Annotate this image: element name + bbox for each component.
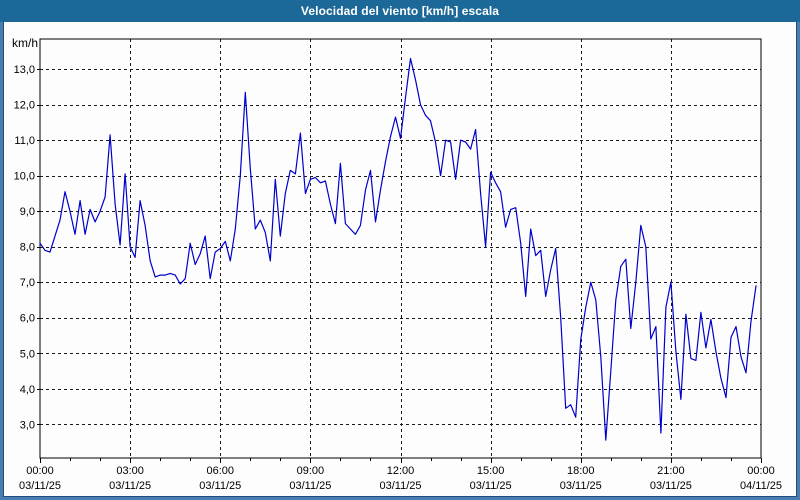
- x-tick-date-label: 04/11/25: [740, 480, 782, 492]
- x-tick-time-label: 06:00: [206, 465, 234, 477]
- y-tick-label: 8,0: [20, 242, 35, 254]
- x-tick-date-label: 03/11/25: [650, 480, 692, 492]
- y-tick-label: 13,0: [14, 64, 35, 76]
- window-title: Velocidad del viento [km/h] escala: [300, 4, 500, 18]
- x-tick-time-label: 09:00: [297, 465, 325, 477]
- y-tick-label: 3,0: [20, 419, 35, 431]
- x-tick-time-label: 18:00: [567, 465, 595, 477]
- x-tick-date-label: 03/11/25: [109, 480, 151, 492]
- x-tick-date-label: 03/11/25: [289, 480, 331, 492]
- chart-canvas: 3,0 4,0 5,0 6,0 7,0 8,0 9,0 10,0 11,0 12,0 13,0 00:…: [12, 36, 782, 492]
- x-tick-date-label: 03/11/25: [199, 480, 241, 492]
- y-tick-label: 9,0: [20, 206, 35, 218]
- y-tick-label: 11,0: [14, 135, 35, 147]
- x-tick-date-label: 03/11/25: [560, 480, 602, 492]
- x-tick-time-label: 15:00: [477, 465, 505, 477]
- y-tick-label: 7,0: [20, 277, 35, 289]
- y-tick-label: 4,0: [20, 384, 35, 396]
- x-tick-date-label: 03/11/25: [470, 480, 512, 492]
- x-tick-time-label: 00:00: [747, 465, 775, 477]
- y-tick-label: 10,0: [14, 171, 35, 183]
- x-tick-time-label: 03:00: [116, 465, 144, 477]
- x-tick-time-label: 21:00: [657, 465, 685, 477]
- x-tick-date-label: 03/11/25: [379, 480, 421, 492]
- y-axis-units-label: km/h: [12, 36, 38, 50]
- x-tick-time-label: 00:00: [26, 465, 54, 477]
- y-tick-label: 6,0: [20, 313, 35, 325]
- x-tick-date-label: 03/11/25: [19, 480, 61, 492]
- y-tick-label: 5,0: [20, 348, 35, 360]
- wind-speed-chart: 3,0 4,0 5,0 6,0 7,0 8,0 9,0 10,0 11,0 12,0 13,0 00:…: [3, 22, 797, 497]
- y-tick-label: 12,0: [14, 100, 35, 112]
- plot-border: [39, 38, 762, 459]
- title-bar: Velocidad del viento [km/h] escala: [0, 0, 800, 22]
- wind-speed-line: [39, 57, 757, 441]
- x-tick-time-label: 12:00: [387, 465, 415, 477]
